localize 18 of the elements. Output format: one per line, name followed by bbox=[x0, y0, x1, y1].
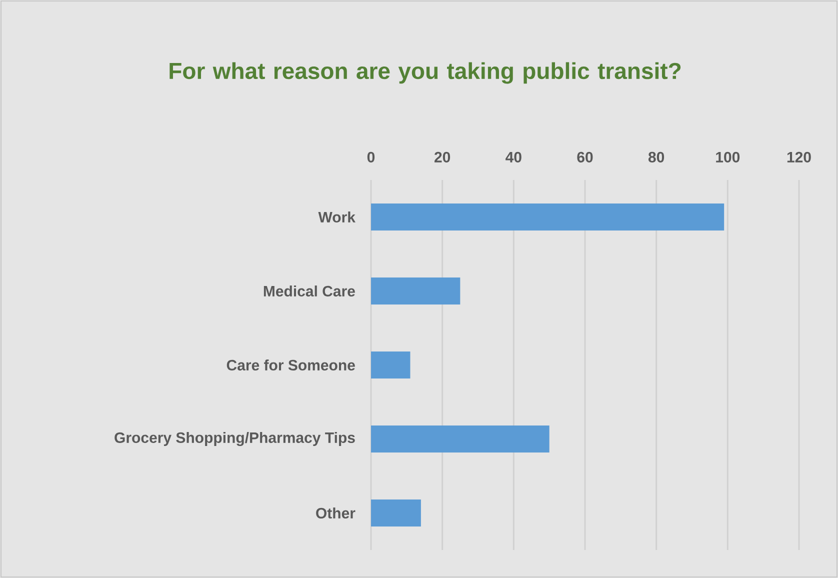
x-tick-label: 20 bbox=[434, 152, 450, 162]
y-tick-label: Grocery Shopping/Pharmacy Tips bbox=[114, 432, 355, 446]
x-tick-label: 120 bbox=[787, 152, 811, 162]
bar bbox=[371, 499, 421, 526]
bar bbox=[371, 351, 410, 378]
x-tick-label: 40 bbox=[506, 152, 522, 162]
y-tick-label: Other bbox=[316, 507, 356, 518]
y-tick-label: Medical Care bbox=[264, 285, 355, 296]
chart-title: For what reason are you taking public transit? bbox=[170, 62, 681, 84]
x-tick-label: 100 bbox=[716, 152, 740, 162]
x-tick-label: 0 bbox=[367, 152, 375, 162]
x-tick-label: 60 bbox=[577, 152, 593, 162]
y-tick-label: Work bbox=[318, 211, 356, 222]
bar bbox=[371, 277, 460, 304]
y-tick-label: Care for Someone bbox=[226, 359, 355, 370]
bar bbox=[371, 425, 550, 452]
x-tick-label: 80 bbox=[648, 152, 664, 162]
bar bbox=[371, 203, 724, 230]
